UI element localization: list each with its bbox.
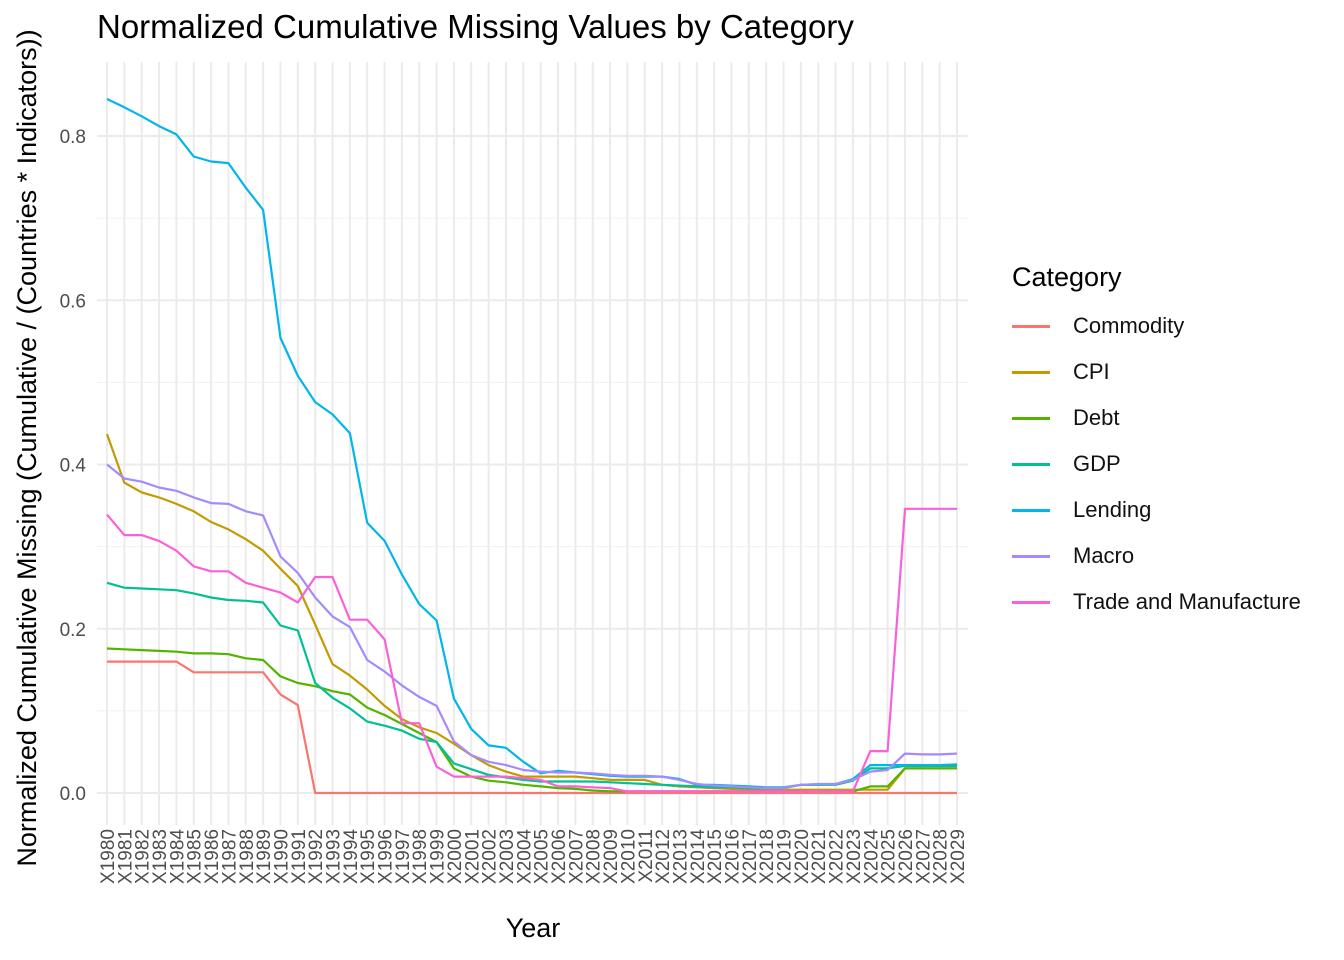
x-tick-label: X2029 xyxy=(948,829,969,884)
legend-label: Macro xyxy=(1073,543,1135,568)
x-tick-label: X2014 xyxy=(688,829,709,884)
x-tick-label: X2013 xyxy=(670,829,691,884)
x-tick-labels: X1980X1981X1982X1983X1984X1985X1986X1987… xyxy=(98,829,969,884)
legend-item: Trade and Manufacture xyxy=(1012,579,1301,625)
x-tick-label: X1990 xyxy=(271,829,292,884)
legend-item: Lending xyxy=(1012,487,1301,533)
series-line-lending xyxy=(106,98,958,789)
x-tick-label: X2017 xyxy=(740,829,761,884)
x-tick-label: X1996 xyxy=(376,829,397,884)
legend-item: Debt xyxy=(1012,395,1301,441)
x-tick-label: X2022 xyxy=(827,829,848,884)
x-tick-label: X2023 xyxy=(844,829,865,884)
x-tick-label: X2018 xyxy=(757,829,778,884)
legend-key xyxy=(1012,554,1050,558)
x-tick-label: X1986 xyxy=(202,829,223,884)
x-tick-label: X1987 xyxy=(219,829,240,884)
legend-key xyxy=(1012,600,1050,604)
x-tick-label: X1980 xyxy=(98,829,119,884)
x-tick-label: X1981 xyxy=(115,829,136,884)
y-tick-labels: 0.0 0.2 0.4 0.6 0.8 xyxy=(60,127,87,805)
y-tick-label: 0.6 xyxy=(60,291,86,312)
x-tick-label: X2020 xyxy=(792,829,813,884)
legend-item: Commodity xyxy=(1012,303,1301,349)
x-tick-label: X2015 xyxy=(705,829,726,884)
grid-lines xyxy=(97,62,968,825)
x-tick-label: X1985 xyxy=(185,829,206,884)
x-tick-label: X2026 xyxy=(896,829,917,884)
legend-label: Trade and Manufacture xyxy=(1073,589,1301,614)
legend-item: GDP xyxy=(1012,441,1301,487)
x-tick-label: X1989 xyxy=(254,829,275,884)
series-lines xyxy=(105,98,958,795)
x-tick-label: X2021 xyxy=(809,829,830,884)
x-tick-label: X2006 xyxy=(549,829,570,884)
y-tick-label: 0.8 xyxy=(60,127,86,148)
x-tick-label: X2024 xyxy=(861,829,882,884)
x-tick-label: X1994 xyxy=(341,829,362,884)
x-tick-label: X1999 xyxy=(428,829,449,884)
x-tick-label: X2001 xyxy=(462,829,483,884)
x-tick-label: X1998 xyxy=(410,829,431,884)
legend-key xyxy=(1012,370,1050,374)
y-tick-label: 0.2 xyxy=(60,620,86,641)
x-tick-label: X1984 xyxy=(167,829,188,884)
x-tick-label: X2028 xyxy=(931,829,952,884)
x-tick-label: X2004 xyxy=(514,829,535,884)
legend-label: CPI xyxy=(1073,359,1110,384)
x-tick-label: X1995 xyxy=(358,829,379,884)
legend-key xyxy=(1012,462,1050,466)
x-tick-label: X1982 xyxy=(133,829,154,884)
series-line-trade-and-manufacture xyxy=(106,507,957,793)
x-tick-label: X1983 xyxy=(150,829,171,884)
x-tick-label: X2002 xyxy=(480,829,501,884)
x-tick-label: X1997 xyxy=(393,829,414,884)
legend-key xyxy=(1012,508,1050,512)
x-tick-label: X2011 xyxy=(636,829,657,883)
x-tick-label: X2016 xyxy=(722,829,743,884)
legend-label: GDP xyxy=(1073,451,1121,476)
x-tick-label: X1991 xyxy=(289,829,310,884)
y-tick-label: 0.0 xyxy=(60,784,86,805)
x-tick-label: X2027 xyxy=(913,829,934,884)
y-tick-label: 0.4 xyxy=(60,456,87,477)
series-line-commodity xyxy=(107,660,957,795)
x-tick-label: X2025 xyxy=(879,829,900,884)
legend-key xyxy=(1012,416,1050,420)
legend-item: Macro xyxy=(1012,533,1301,579)
x-tick-label: X2009 xyxy=(601,829,622,884)
x-tick-label: X1988 xyxy=(237,829,258,884)
legend-key xyxy=(1012,324,1050,328)
series-line-macro xyxy=(106,463,958,790)
x-tick-label: X2012 xyxy=(653,829,674,884)
legend-label: Lending xyxy=(1073,497,1152,522)
legend-item: CPI xyxy=(1012,349,1301,395)
x-tick-label: X2008 xyxy=(584,829,605,884)
x-tick-label: X2019 xyxy=(775,829,796,884)
legend-label: Debt xyxy=(1073,405,1120,430)
x-tick-label: X2003 xyxy=(497,829,518,884)
y-axis-label: Normalized Cumulative Missing (Cumulativ… xyxy=(12,29,42,866)
legend: Category Commodity CPI Debt GDP Lending Macro… xyxy=(1012,262,1301,625)
x-tick-label: X2005 xyxy=(532,829,553,884)
x-axis-label: Year xyxy=(506,913,561,943)
x-tick-label: X2000 xyxy=(445,829,466,884)
chart-title: Normalized Cumulative Missing Values by … xyxy=(97,8,854,45)
x-tick-label: X1993 xyxy=(324,829,345,884)
x-tick-label: X1992 xyxy=(306,829,327,884)
x-tick-label: X2010 xyxy=(618,829,639,884)
series-line-cpi xyxy=(105,433,957,791)
x-tick-label: X2007 xyxy=(566,829,587,884)
legend-title: Category xyxy=(1012,262,1122,292)
legend-label: Commodity xyxy=(1073,313,1185,338)
series-line-gdp xyxy=(106,581,957,790)
